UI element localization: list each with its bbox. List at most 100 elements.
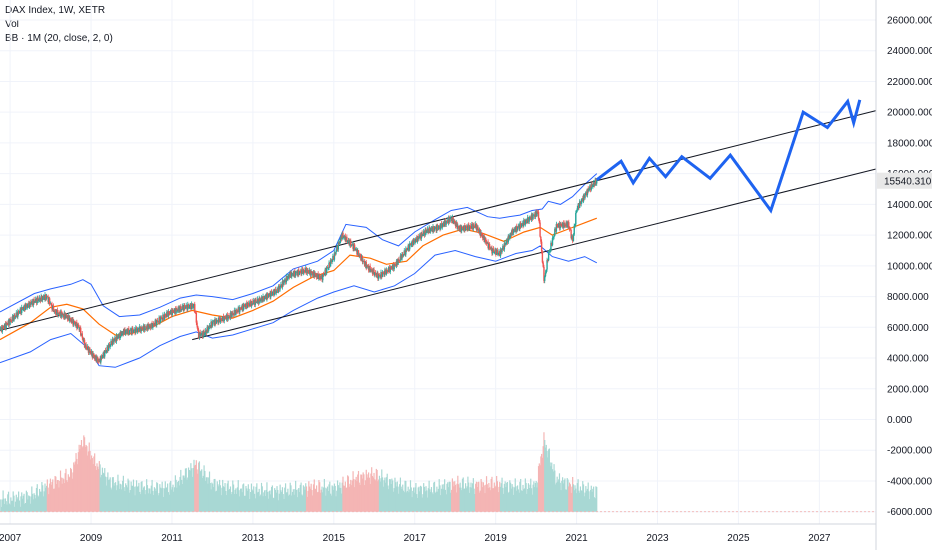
volume-bar bbox=[469, 487, 471, 512]
volume-bar bbox=[194, 465, 196, 512]
volume-bar bbox=[592, 488, 594, 512]
candle-body bbox=[382, 272, 385, 274]
candle-body bbox=[328, 262, 330, 268]
candle-body bbox=[97, 360, 100, 362]
volume-bar bbox=[432, 494, 434, 512]
volume-bar bbox=[236, 487, 239, 512]
candle-body bbox=[38, 299, 40, 302]
candle-body bbox=[486, 241, 489, 244]
candle-body bbox=[272, 291, 274, 294]
volume-bar bbox=[43, 491, 45, 512]
volume-bar bbox=[343, 485, 345, 512]
candle-body bbox=[19, 308, 21, 313]
volume-bar bbox=[31, 486, 33, 512]
volume-bar bbox=[535, 481, 537, 512]
volume-bar bbox=[595, 486, 597, 512]
candle-body bbox=[586, 188, 589, 196]
volume-bar bbox=[292, 489, 294, 512]
candle-body bbox=[496, 249, 499, 254]
volume-bar bbox=[115, 490, 117, 512]
volume-bar bbox=[210, 489, 212, 512]
volume-bar bbox=[206, 477, 208, 512]
candle-body bbox=[397, 259, 399, 265]
volume-bar bbox=[122, 475, 124, 512]
candle-body bbox=[17, 311, 20, 314]
volume-bar bbox=[433, 481, 436, 512]
candle-body bbox=[480, 232, 482, 237]
volume-bar bbox=[326, 488, 328, 512]
volume-bar bbox=[475, 481, 478, 512]
volume-bar bbox=[495, 485, 497, 512]
candle-body bbox=[143, 325, 146, 331]
volume-bar bbox=[489, 487, 491, 512]
volume-bar bbox=[574, 485, 576, 512]
last-price-label: 15540.310 bbox=[884, 177, 932, 188]
volume-bar bbox=[93, 456, 95, 512]
candle-body bbox=[478, 229, 481, 233]
volume-bar bbox=[51, 482, 53, 512]
candle-body bbox=[452, 217, 454, 224]
candle-body bbox=[500, 249, 502, 253]
volume-bar bbox=[546, 450, 548, 512]
volume-bar bbox=[329, 493, 332, 512]
candle-body bbox=[542, 262, 544, 267]
volume-bar bbox=[61, 483, 63, 512]
candle-body bbox=[331, 260, 333, 262]
candle-body bbox=[399, 255, 402, 261]
volume-bar bbox=[537, 466, 540, 512]
volume-bar bbox=[443, 484, 445, 512]
volume-bar bbox=[419, 491, 421, 512]
candle-body bbox=[582, 198, 584, 202]
candle-body bbox=[152, 323, 155, 325]
volume-bar bbox=[146, 485, 149, 512]
bb-basis-line bbox=[0, 217, 598, 341]
volume-bar bbox=[71, 478, 73, 512]
candle-body bbox=[580, 201, 582, 205]
y-tick-label: 10000.000 bbox=[887, 261, 932, 272]
candle-body bbox=[493, 252, 496, 253]
volume-bar bbox=[104, 468, 106, 512]
candle-body bbox=[387, 270, 389, 272]
volume-bar bbox=[140, 481, 142, 512]
y-tick-label: 20000.000 bbox=[887, 108, 932, 119]
candle-body bbox=[164, 314, 166, 316]
candle-body bbox=[270, 291, 273, 296]
volume-bar bbox=[558, 479, 560, 512]
candle-body bbox=[206, 326, 208, 334]
volume-bar bbox=[327, 490, 329, 512]
volume-bar bbox=[491, 476, 493, 512]
candle-body bbox=[504, 242, 506, 246]
candle-body bbox=[48, 298, 50, 303]
candle-body bbox=[67, 315, 69, 320]
candle-body bbox=[298, 269, 300, 275]
volume-bar bbox=[207, 483, 209, 512]
volume-bar bbox=[248, 488, 250, 512]
candle-body bbox=[169, 313, 171, 315]
candle-body bbox=[176, 310, 179, 312]
volume-bar bbox=[587, 482, 589, 512]
candle-body bbox=[340, 236, 343, 240]
volume-bar bbox=[274, 488, 276, 512]
candle-body bbox=[371, 269, 374, 274]
volume-bar bbox=[332, 486, 334, 512]
candle-body bbox=[302, 269, 305, 274]
volume-bar bbox=[492, 488, 494, 512]
candle-body bbox=[325, 269, 327, 274]
volume-bar bbox=[374, 480, 377, 512]
candle-body bbox=[537, 211, 539, 213]
candle-body bbox=[313, 271, 315, 278]
candle-body bbox=[558, 223, 560, 227]
candle-body bbox=[166, 311, 169, 317]
candle-body bbox=[130, 329, 132, 334]
volume-bar bbox=[297, 489, 299, 512]
candle-body bbox=[523, 220, 525, 226]
candle-body bbox=[327, 267, 329, 269]
candle-body bbox=[426, 228, 429, 231]
volume-bar bbox=[288, 494, 291, 512]
volume-bar bbox=[225, 490, 227, 512]
volume-bar bbox=[322, 487, 325, 512]
volume-bar bbox=[45, 487, 47, 512]
volume-bar bbox=[179, 476, 181, 512]
